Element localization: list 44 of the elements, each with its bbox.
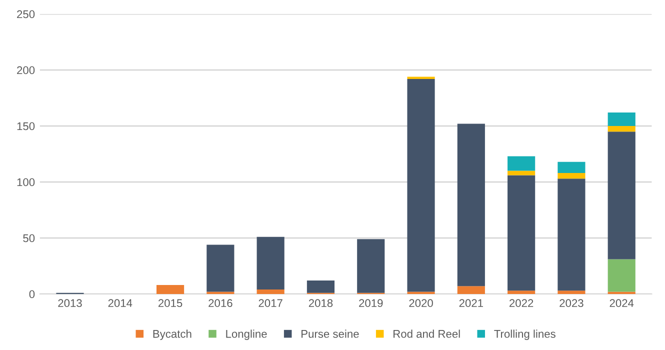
x-tick-label: 2020 (409, 299, 433, 308)
bar (457, 124, 485, 286)
bar (357, 239, 385, 293)
bar (256, 290, 284, 294)
bar (508, 170, 536, 176)
x-tick-label: 2019 (359, 299, 383, 308)
bar (558, 290, 586, 294)
bar (608, 112, 636, 126)
legend-label: Trolling lines (494, 330, 556, 340)
bar (558, 173, 586, 179)
x-tick-label: 2018 (308, 299, 333, 308)
x-tick-label: 2016 (208, 299, 232, 308)
x-tick-label: 2024 (610, 299, 634, 308)
x-tick-label: 2017 (258, 299, 282, 308)
y-tick-label: 100 (17, 178, 35, 186)
legend-label: Bycatch (153, 330, 192, 340)
x-tick-label: 2013 (58, 299, 82, 308)
bar (508, 290, 536, 294)
bar (256, 236, 284, 290)
x-tick-label: 2014 (108, 299, 132, 308)
x-tick-label: 2022 (510, 299, 534, 308)
bar (608, 259, 636, 292)
x-tick-label: 2021 (459, 299, 483, 308)
legend-label: Rod and Reel (394, 330, 460, 338)
bar (407, 78, 435, 292)
legend-label: Purse seine (302, 330, 359, 338)
bar (457, 286, 485, 294)
bar (608, 126, 636, 132)
bar (508, 175, 536, 291)
bar (508, 156, 536, 171)
y-tick-label: 200 (17, 66, 35, 74)
y-tick-label: 150 (17, 122, 35, 130)
bar (558, 178, 586, 291)
bar (608, 132, 636, 260)
bar (156, 285, 184, 294)
legend-label: Longline (226, 330, 267, 340)
x-tick-label: 2023 (560, 299, 584, 308)
bar (206, 244, 234, 292)
bar (558, 162, 586, 174)
x-tick-label: 2015 (158, 299, 182, 308)
y-tick-label: 50 (23, 234, 35, 242)
bar (306, 280, 335, 293)
y-tick-label: 250 (17, 10, 35, 18)
y-tick-label: 0 (29, 290, 35, 298)
